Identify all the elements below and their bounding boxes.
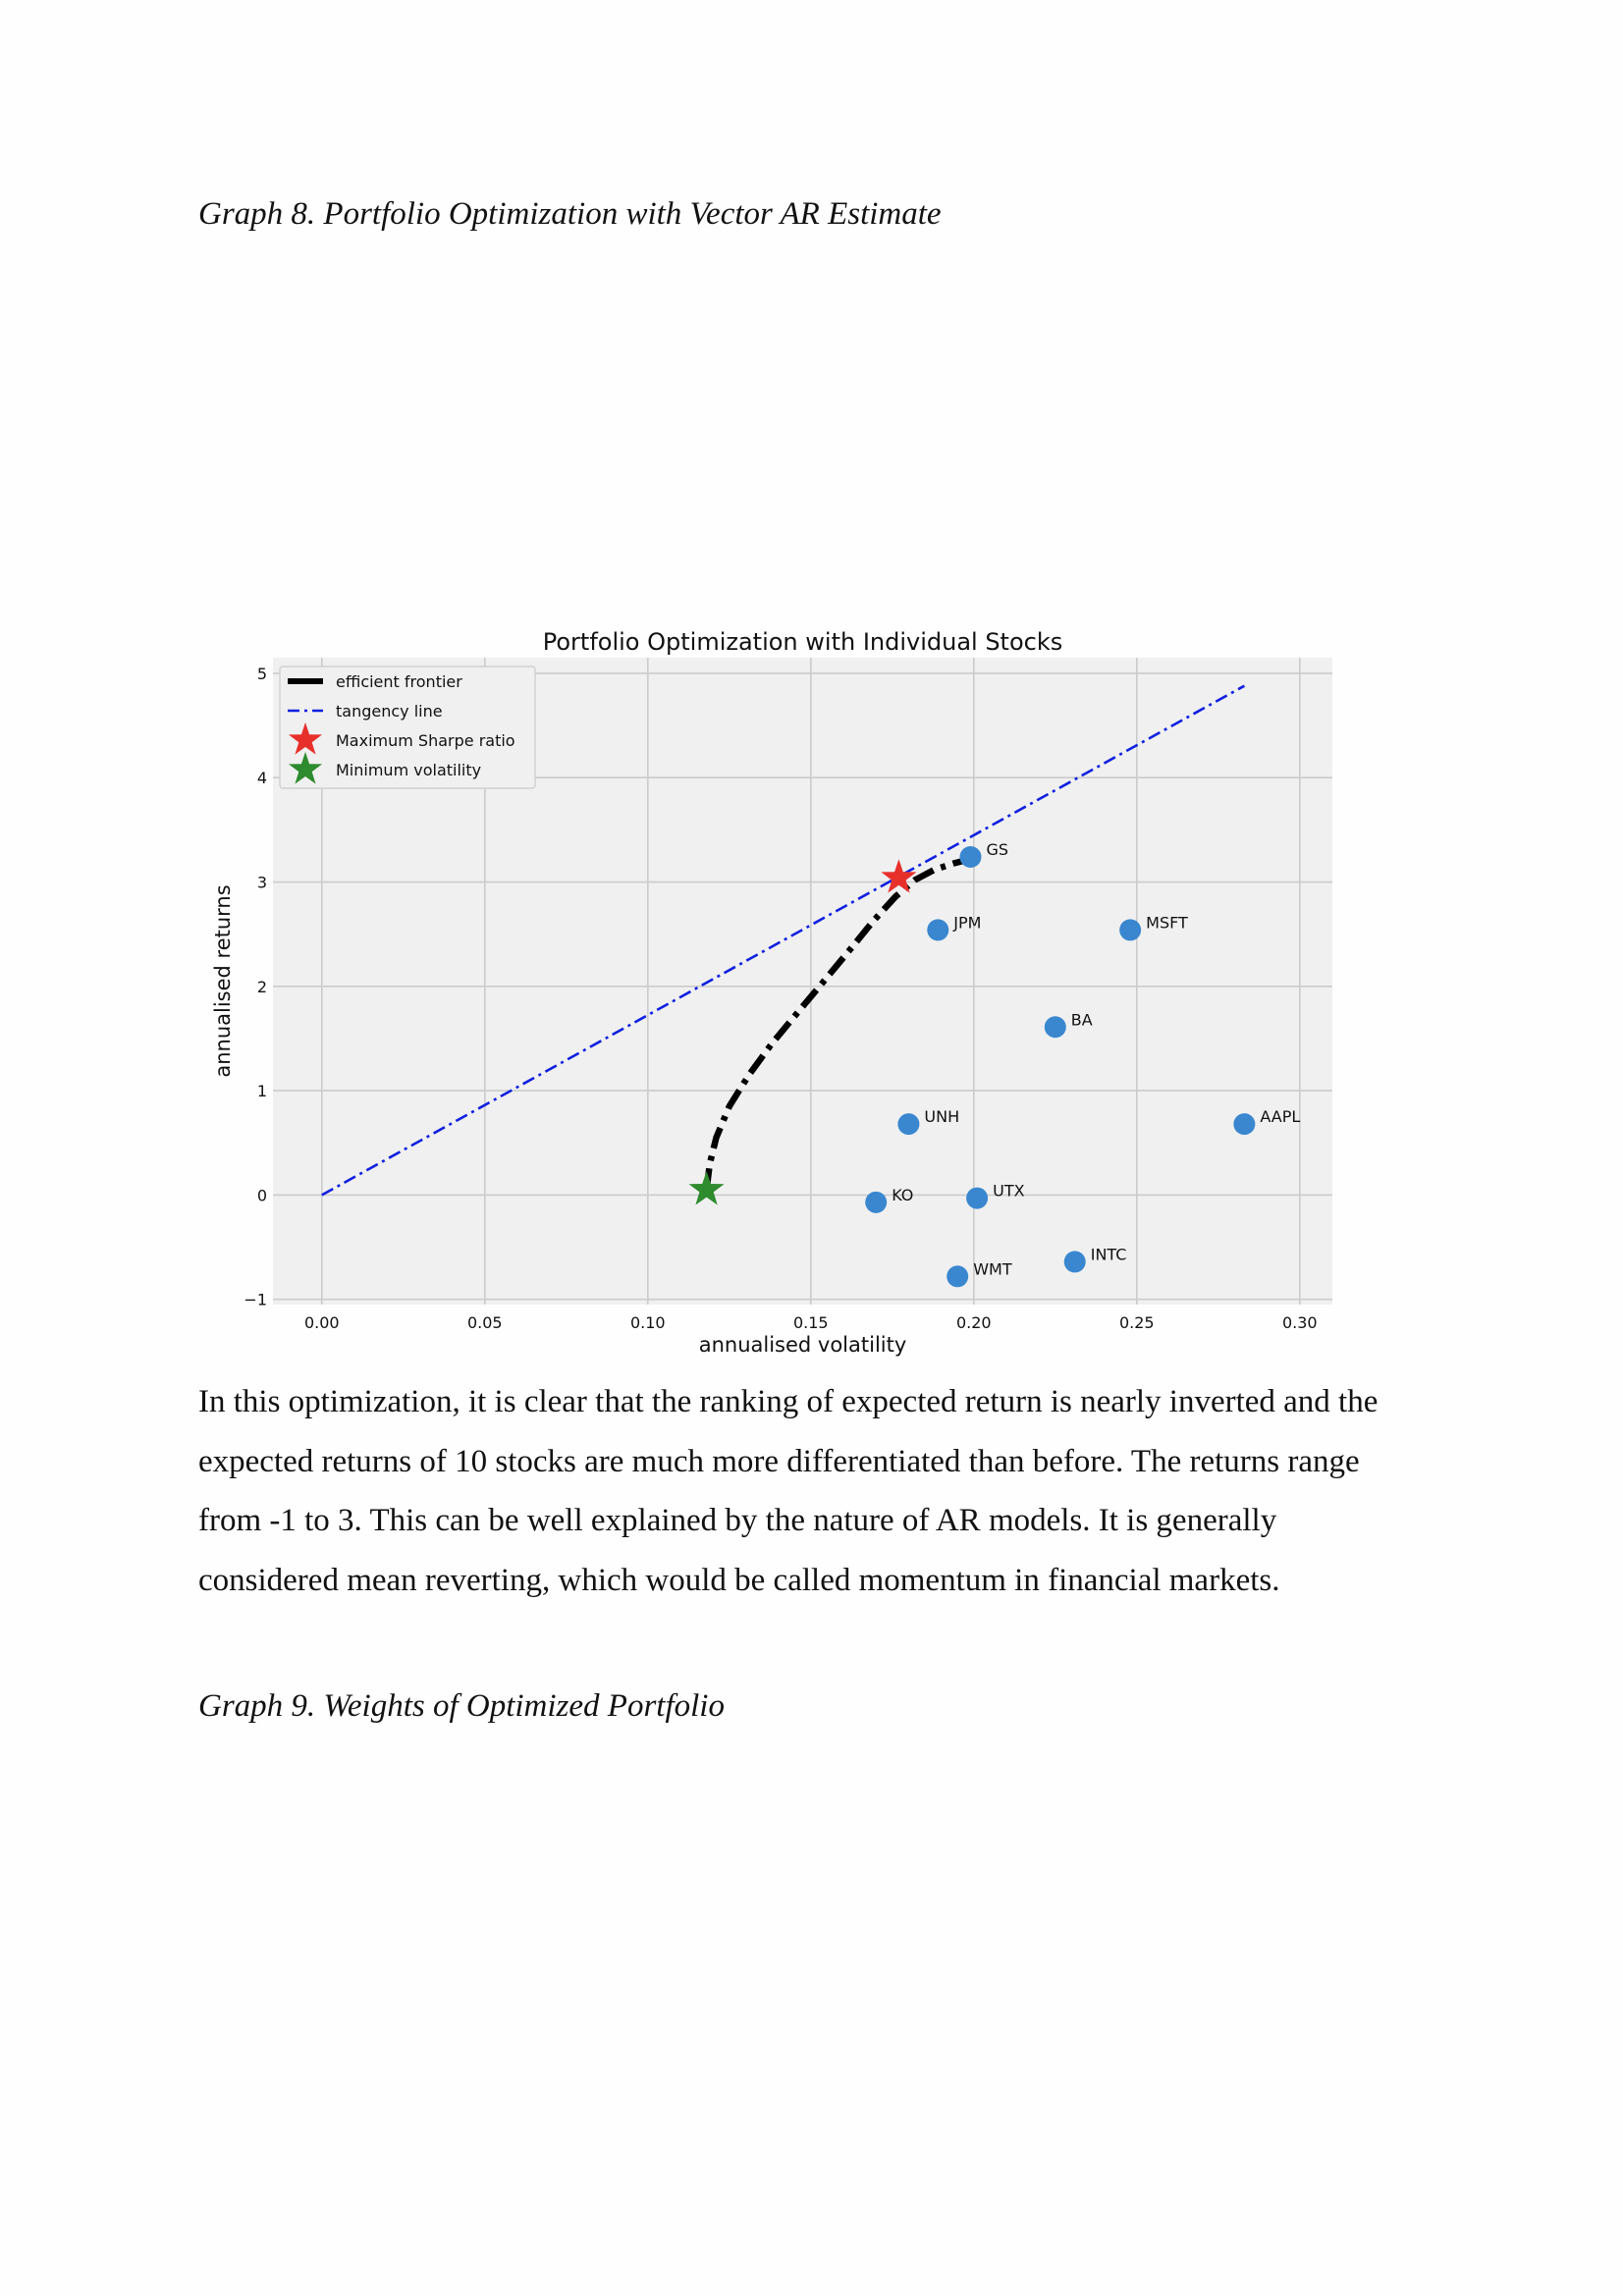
stock-label: INTC	[1091, 1245, 1127, 1263]
x-axis-label: annualised volatility	[699, 1333, 907, 1357]
legend-max-sharpe-star	[288, 722, 323, 755]
y-tick-label: −1	[243, 1291, 267, 1309]
stock-point	[959, 846, 982, 869]
y-tick-label: 3	[257, 874, 267, 892]
x-tick-label: 0.30	[1282, 1313, 1318, 1332]
stock-point	[865, 1191, 888, 1213]
efficient-frontier-line	[703, 855, 972, 1191]
stock-point	[1119, 919, 1142, 941]
tangency-line	[321, 684, 1245, 1197]
stock-label: GS	[986, 840, 1008, 859]
min-volatility-star	[688, 1171, 725, 1205]
x-tick-label: 0.10	[630, 1313, 666, 1332]
y-tick-label: 5	[257, 665, 267, 683]
stock-point	[1063, 1251, 1086, 1273]
y-tick-label: 4	[257, 769, 267, 787]
legend-label: Minimum volatility	[336, 761, 481, 779]
stock-label: WMT	[973, 1259, 1012, 1278]
stock-label: KO	[892, 1186, 913, 1204]
body-paragraph: In this optimization, it is clear that t…	[198, 1372, 1435, 1610]
stock-point	[927, 919, 949, 941]
y-tick-label: 2	[257, 978, 267, 996]
x-tick-label: 0.05	[467, 1313, 503, 1332]
y-axis-label: annualised returns	[211, 884, 235, 1077]
legend-label: Maximum Sharpe ratio	[336, 731, 515, 750]
stock-label: MSFT	[1146, 913, 1188, 932]
stock-label: BA	[1071, 1010, 1093, 1029]
paragraph-line: In this optimization, it is clear that t…	[198, 1384, 1379, 1419]
x-tick-label: 0.15	[793, 1313, 829, 1332]
y-tick-label: 0	[257, 1186, 267, 1204]
paragraph-line: considered mean reverting, which would b…	[198, 1562, 1280, 1598]
x-tick-label: 0.00	[304, 1313, 340, 1332]
legend-min-volatility-star	[288, 752, 323, 784]
x-tick-label: 0.20	[956, 1313, 992, 1332]
stock-point	[947, 1265, 969, 1288]
max-sharpe-star	[881, 859, 917, 893]
legend-label: efficient frontier	[336, 672, 462, 691]
x-tick-label: 0.25	[1119, 1313, 1155, 1332]
plot-area: 0.00 0.05 0.10 0.15 0.20 0.25 0.30 −1 0 1 2 3 4 5 Port…	[211, 628, 1332, 1357]
paragraph-line: expected returns of 10 stocks are much m…	[198, 1443, 1360, 1479]
stock-label: UTX	[993, 1182, 1024, 1201]
stock-point	[897, 1113, 920, 1136]
graph9-caption: Graph 9. Weights of Optimized Portfolio	[198, 1688, 725, 1724]
chart-title: Portfolio Optimization with Individual S…	[543, 628, 1063, 656]
stock-point	[966, 1187, 989, 1209]
stock-point	[1233, 1113, 1256, 1136]
stock-label: JPM	[952, 913, 981, 932]
graph8-caption: Graph 8. Portfolio Optimization with Vec…	[198, 196, 942, 232]
legend-box	[279, 666, 536, 789]
paragraph-line: from -1 to 3. This can be well explained…	[198, 1503, 1277, 1538]
stock-point	[1044, 1016, 1066, 1039]
stock-label: UNH	[924, 1107, 959, 1126]
stock-label: AAPL	[1260, 1107, 1300, 1126]
y-tick-label: 1	[257, 1082, 267, 1100]
legend-label: tangency line	[336, 702, 443, 721]
